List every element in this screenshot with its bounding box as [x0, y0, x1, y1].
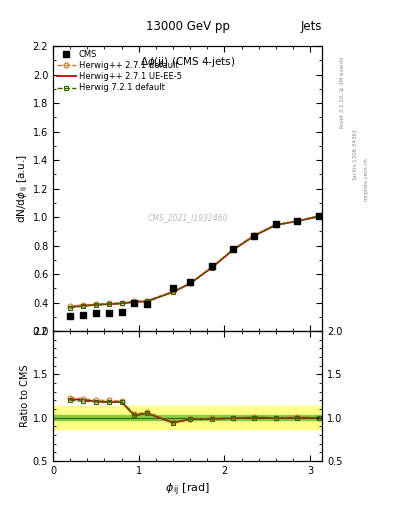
Herwig 7.2.1 default	[145, 298, 150, 304]
Herwig 7.2.1 default	[231, 247, 235, 253]
Herwig++ 2.7.1 UE-EE-5	[145, 298, 150, 304]
Herwig++ 2.7.1 default	[81, 302, 85, 308]
Herwig++ 2.7.1 UE-EE-5	[295, 218, 299, 224]
Herwig++ 2.7.1 default	[316, 212, 321, 219]
Herwig++ 2.7.1 default	[188, 281, 193, 287]
CMS	[132, 301, 137, 307]
Herwig++ 2.7.1 UE-EE-5	[94, 302, 98, 308]
Line: CMS: CMS	[67, 212, 322, 319]
CMS	[94, 310, 98, 316]
Y-axis label: dN/d$\phi_{\rm\,ij}$ [a.u.]: dN/d$\phi_{\rm\,ij}$ [a.u.]	[15, 154, 30, 223]
Herwig++ 2.7.1 UE-EE-5	[231, 247, 235, 253]
CMS	[145, 301, 150, 307]
Herwig 7.2.1 default	[119, 301, 124, 307]
CMS	[81, 312, 85, 318]
Herwig 7.2.1 default	[132, 299, 137, 305]
Herwig++ 2.7.1 UE-EE-5	[107, 301, 111, 307]
CMS	[252, 232, 257, 239]
CMS	[188, 279, 193, 285]
Herwig 7.2.1 default	[107, 301, 111, 307]
Herwig++ 2.7.1 default	[94, 301, 98, 307]
Herwig 7.2.1 default	[68, 305, 73, 311]
Herwig 7.2.1 default	[188, 281, 193, 287]
Herwig 7.2.1 default	[171, 289, 175, 295]
Herwig++ 2.7.1 default	[145, 297, 150, 304]
Herwig++ 2.7.1 UE-EE-5	[252, 232, 257, 239]
Herwig++ 2.7.1 default	[274, 221, 278, 227]
Herwig++ 2.7.1 default	[132, 298, 137, 304]
Herwig 7.2.1 default	[295, 218, 299, 224]
Herwig++ 2.7.1 default	[119, 300, 124, 306]
Herwig++ 2.7.1 default	[252, 232, 257, 238]
Text: mcplots.cern.ch: mcplots.cern.ch	[364, 157, 369, 201]
Herwig 7.2.1 default	[81, 303, 85, 309]
Herwig 7.2.1 default	[274, 222, 278, 228]
Herwig 7.2.1 default	[316, 214, 321, 220]
Y-axis label: Ratio to CMS: Ratio to CMS	[20, 365, 30, 427]
Herwig++ 2.7.1 default	[295, 218, 299, 224]
Text: $\Delta\phi$(jj) (CMS 4-jets): $\Delta\phi$(jj) (CMS 4-jets)	[140, 55, 235, 69]
Bar	[53, 415, 322, 420]
Herwig++ 2.7.1 default	[68, 303, 73, 309]
Herwig++ 2.7.1 default	[107, 301, 111, 307]
X-axis label: $\phi_{\rm\,ij}$ [rad]: $\phi_{\rm\,ij}$ [rad]	[165, 481, 210, 498]
Line: Herwig++ 2.7.1 UE-EE-5: Herwig++ 2.7.1 UE-EE-5	[70, 217, 319, 307]
Text: 13000 GeV pp: 13000 GeV pp	[146, 20, 230, 33]
Herwig++ 2.7.1 default	[209, 264, 214, 270]
Herwig++ 2.7.1 UE-EE-5	[209, 265, 214, 271]
CMS	[295, 218, 299, 224]
Herwig 7.2.1 default	[252, 232, 257, 239]
CMS	[68, 313, 73, 319]
CMS	[274, 221, 278, 227]
CMS	[119, 309, 124, 315]
Legend: CMS, Herwig++ 2.7.1 default, Herwig++ 2.7.1 UE-EE-5, Herwig 7.2.1 default: CMS, Herwig++ 2.7.1 default, Herwig++ 2.…	[55, 49, 184, 94]
Herwig++ 2.7.1 UE-EE-5	[119, 301, 124, 307]
Herwig++ 2.7.1 default	[231, 246, 235, 252]
Line: Herwig++ 2.7.1 default: Herwig++ 2.7.1 default	[68, 214, 321, 309]
CMS	[107, 310, 111, 316]
CMS	[171, 285, 175, 291]
Herwig++ 2.7.1 UE-EE-5	[274, 222, 278, 228]
Text: CMS_2021_I1932460: CMS_2021_I1932460	[147, 212, 228, 222]
Text: [arXiv:1306.3436]: [arXiv:1306.3436]	[352, 129, 357, 179]
Text: Jets: Jets	[301, 20, 322, 33]
Herwig++ 2.7.1 UE-EE-5	[68, 304, 73, 310]
Herwig++ 2.7.1 UE-EE-5	[171, 289, 175, 295]
CMS	[316, 212, 321, 219]
Text: Rivet 3.1.10, ≥ 3M events: Rivet 3.1.10, ≥ 3M events	[340, 56, 345, 128]
Line: Herwig 7.2.1 default: Herwig 7.2.1 default	[68, 214, 321, 310]
Herwig++ 2.7.1 UE-EE-5	[188, 281, 193, 287]
Herwig++ 2.7.1 UE-EE-5	[132, 299, 137, 305]
Herwig++ 2.7.1 default	[171, 288, 175, 294]
Herwig 7.2.1 default	[209, 265, 214, 271]
Bar	[53, 407, 322, 429]
Herwig++ 2.7.1 UE-EE-5	[81, 303, 85, 309]
Herwig 7.2.1 default	[94, 302, 98, 308]
CMS	[231, 246, 235, 252]
Herwig++ 2.7.1 UE-EE-5	[316, 214, 321, 220]
CMS	[209, 263, 214, 269]
